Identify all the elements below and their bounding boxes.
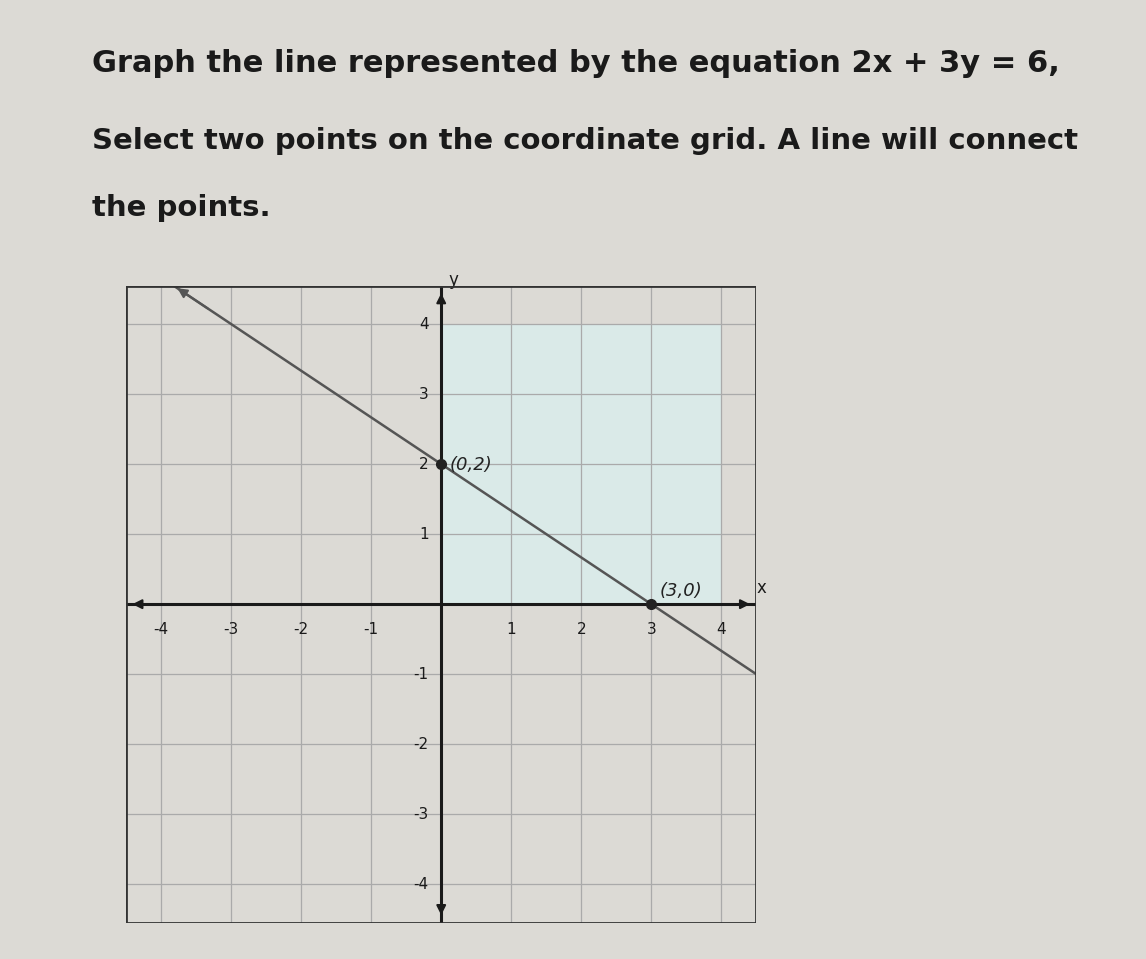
Text: -4: -4 <box>154 621 168 637</box>
Text: 2: 2 <box>419 456 429 472</box>
Text: -1: -1 <box>414 667 429 682</box>
Text: 1: 1 <box>419 526 429 542</box>
Text: 3: 3 <box>646 621 657 637</box>
Text: (3,0): (3,0) <box>660 582 702 599</box>
Text: -1: -1 <box>363 621 378 637</box>
Text: 3: 3 <box>418 386 429 402</box>
Text: 2: 2 <box>576 621 586 637</box>
Text: x: x <box>756 579 767 597</box>
Text: Select two points on the coordinate grid. A line will connect: Select two points on the coordinate grid… <box>92 127 1077 154</box>
Text: 4: 4 <box>419 316 429 332</box>
Text: -2: -2 <box>414 737 429 752</box>
Text: the points.: the points. <box>92 194 270 222</box>
Text: -3: -3 <box>223 621 238 637</box>
Bar <box>441 324 721 604</box>
Text: -2: -2 <box>293 621 308 637</box>
Text: y: y <box>448 271 458 289</box>
Text: 1: 1 <box>507 621 516 637</box>
Text: -3: -3 <box>414 807 429 822</box>
Text: -4: -4 <box>414 877 429 892</box>
Text: Graph the line represented by the equation 2x + 3y = 6,: Graph the line represented by the equati… <box>92 49 1060 78</box>
Text: (0,2): (0,2) <box>449 456 493 474</box>
Text: 4: 4 <box>716 621 727 637</box>
